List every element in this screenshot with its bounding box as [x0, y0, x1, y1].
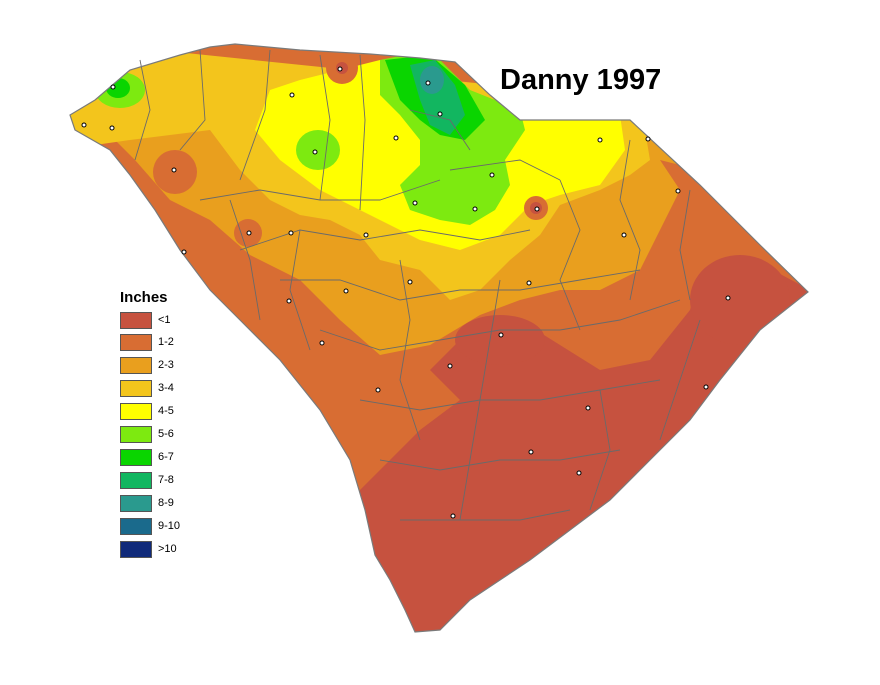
station-marker — [498, 332, 504, 338]
station-marker — [703, 384, 709, 390]
station-marker — [288, 230, 294, 236]
station-marker — [585, 405, 591, 411]
legend-item: 8-9 — [120, 495, 240, 513]
legend-item: 6-7 — [120, 449, 240, 467]
legend-item: 4-5 — [120, 403, 240, 421]
zone-5-6-small — [296, 130, 340, 170]
legend-item: 1-2 — [120, 334, 240, 352]
station-marker — [289, 92, 295, 98]
legend-item: 5-6 — [120, 426, 240, 444]
station-marker — [621, 232, 627, 238]
zone-8-9 — [420, 66, 444, 94]
legend-item: 7-8 — [120, 472, 240, 490]
legend-swatch — [120, 426, 152, 443]
legend-label: 9-10 — [158, 520, 181, 532]
legend-swatch — [120, 449, 152, 466]
legend-swatch — [120, 495, 152, 512]
legend-label: 4-5 — [158, 405, 174, 417]
legend-swatch — [120, 403, 152, 420]
station-marker — [576, 470, 582, 476]
map-title: Danny 1997 — [500, 64, 662, 96]
station-marker — [528, 449, 534, 455]
station-marker — [645, 136, 651, 142]
station-marker — [181, 249, 187, 255]
legend-label: 5-6 — [158, 428, 174, 440]
station-markers — [81, 66, 731, 519]
legend-label: 7-8 — [158, 474, 174, 486]
legend-item: <1 — [120, 312, 240, 330]
station-marker — [246, 230, 252, 236]
station-marker — [312, 149, 318, 155]
station-marker — [343, 288, 349, 294]
legend-label: 6-7 — [158, 451, 174, 463]
station-marker — [407, 279, 413, 285]
legend-label: >10 — [158, 543, 177, 555]
station-marker — [110, 84, 116, 90]
legend-label: 8-9 — [158, 497, 174, 509]
legend-swatch — [120, 541, 152, 558]
station-marker — [319, 340, 325, 346]
legend-item: 2-3 — [120, 357, 240, 375]
station-marker — [472, 206, 478, 212]
station-marker — [437, 111, 443, 117]
legend-swatch — [120, 334, 152, 351]
station-marker — [337, 66, 343, 72]
station-marker — [447, 363, 453, 369]
station-marker — [597, 137, 603, 143]
station-marker — [534, 206, 540, 212]
station-marker — [489, 172, 495, 178]
station-marker — [375, 387, 381, 393]
legend-label: <1 — [158, 314, 171, 326]
station-marker — [450, 513, 456, 519]
legend-swatch — [120, 518, 152, 535]
station-marker — [363, 232, 369, 238]
station-marker — [412, 200, 418, 206]
station-marker — [286, 298, 292, 304]
legend-swatch — [120, 357, 152, 374]
legend-swatch — [120, 472, 152, 489]
legend: Inches <1 1-2 2-3 3-4 4-5 5-6 6-7 — [120, 289, 180, 558]
legend-swatch — [120, 312, 152, 329]
station-marker — [675, 188, 681, 194]
legend-title: Inches — [120, 289, 168, 306]
legend-label: 1-2 — [158, 336, 174, 348]
station-marker — [393, 135, 399, 141]
station-marker — [109, 125, 115, 131]
station-marker — [425, 80, 431, 86]
county-lines — [134, 49, 701, 521]
legend-swatch — [120, 380, 152, 397]
legend-label: 2-3 — [158, 359, 174, 371]
station-marker — [171, 167, 177, 173]
zone-lt1-bulge — [455, 315, 545, 365]
legend-label: 3-4 — [158, 382, 174, 394]
station-marker — [725, 295, 731, 301]
state-outline — [69, 43, 809, 633]
legend-item: >10 — [120, 541, 240, 559]
zone-lt1-east — [690, 255, 790, 345]
legend-item: 3-4 — [120, 380, 240, 398]
station-marker — [81, 122, 87, 128]
station-marker — [526, 280, 532, 286]
legend-item: 9-10 — [120, 518, 240, 536]
